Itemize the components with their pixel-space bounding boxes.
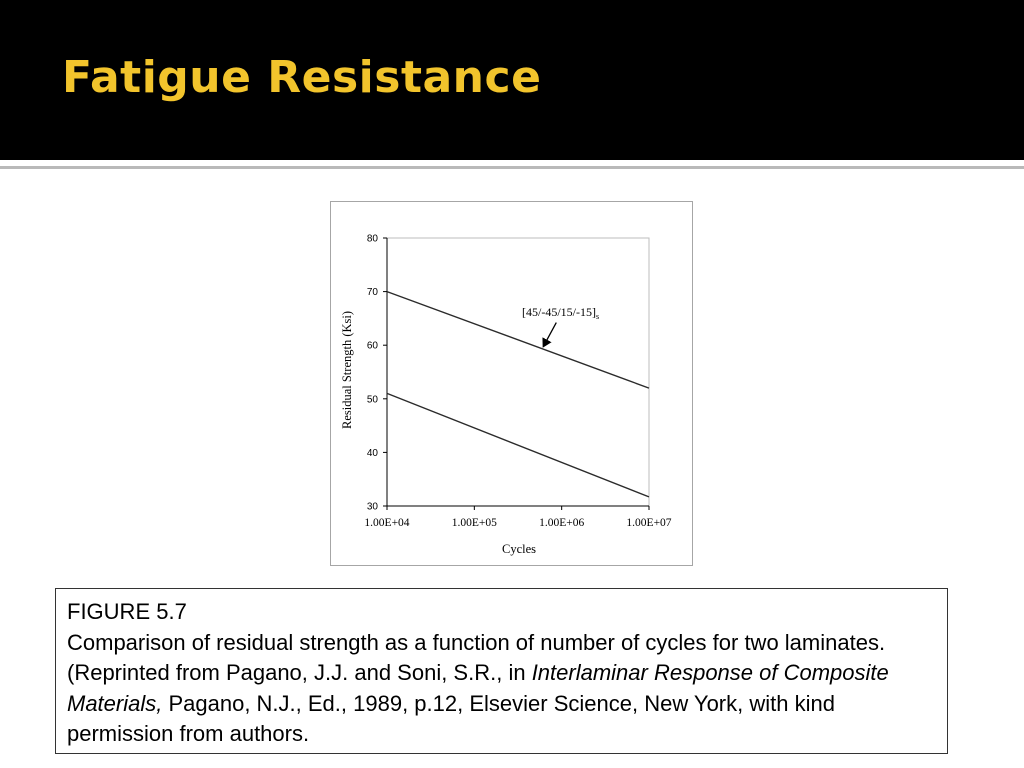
title-bar: Fatigue Resistance <box>0 0 1024 160</box>
figure-frame: 30 40 50 60 70 80 1.00E+04 1.00E+05 1.00E+06 1.0… <box>330 201 693 566</box>
y-tick-label: 50 <box>367 394 379 405</box>
figure-label: FIGURE 5.7 <box>67 599 187 624</box>
x-axis: 1.00E+04 1.00E+05 1.00E+06 1.00E+07 <box>364 506 672 529</box>
slide-title: Fatigue Resistance <box>62 52 542 103</box>
plot-border <box>386 237 650 507</box>
caption-text: Comparison of residual strength as a fun… <box>67 628 937 750</box>
title-divider-line <box>0 166 1024 169</box>
x-tick-label: 1.00E+07 <box>626 517 671 529</box>
caption-text-end: Pagano, N.J., Ed., 1989, p.12, Elsevier … <box>67 690 835 747</box>
y-axis-label: Residual Strength (Ksi) <box>340 311 354 429</box>
x-tick-label: 1.00E+05 <box>452 517 497 529</box>
annotation-text: [45/-45/15/-15] <box>522 305 596 319</box>
y-tick-label: 30 <box>367 502 379 513</box>
x-axis-label: Cycles <box>502 542 536 556</box>
x-tick-label: 1.00E+04 <box>364 517 409 529</box>
series-annotation: [45/-45/15/-15]s <box>522 305 599 321</box>
annotation-arrow <box>542 322 557 348</box>
y-tick-label: 70 <box>367 287 379 298</box>
y-tick-label: 40 <box>367 448 379 459</box>
series-line-2 <box>386 392 650 498</box>
y-tick-label: 60 <box>367 341 379 352</box>
y-axis: 30 40 50 60 70 80 <box>367 234 387 513</box>
annotation-subscript: s <box>596 312 599 321</box>
series-layer <box>386 290 650 498</box>
x-tick-label: 1.00E+06 <box>539 517 584 529</box>
caption-text-start: Comparison of residual strength as a fun… <box>67 629 886 686</box>
plot-area <box>386 237 650 507</box>
y-tick-label: 80 <box>367 234 379 245</box>
series-line-1 <box>386 290 650 389</box>
title-divider-gap <box>0 160 1024 165</box>
figure-caption: FIGURE 5.7 Comparison of residual streng… <box>55 588 948 754</box>
caption-book-title: Interlaminar Response of Composite Mater… <box>67 660 889 716</box>
